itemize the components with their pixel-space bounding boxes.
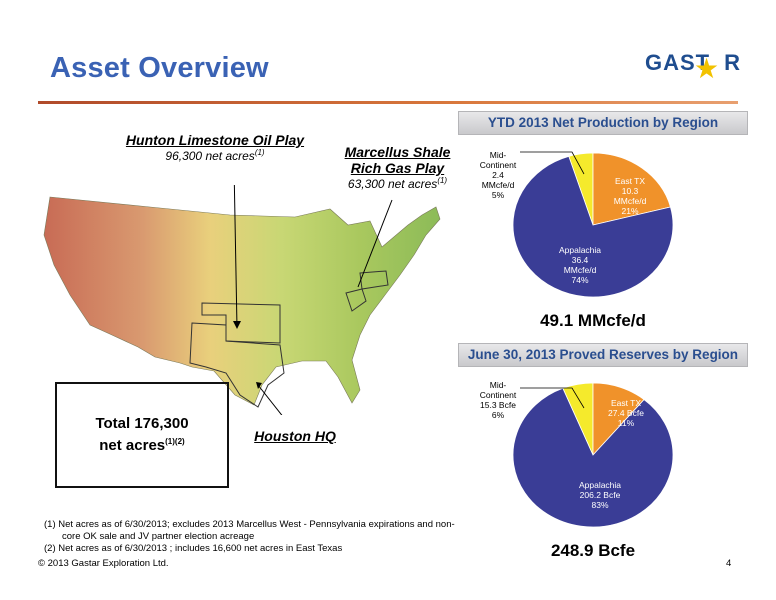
reserves-app-label: Appalachia 206.2 Bcfe 83% <box>578 480 622 510</box>
page-number: 4 <box>726 558 732 569</box>
reserves-east-label: East TX 27.4 Bcfe 11% <box>608 398 644 428</box>
reserves-mid-leader <box>520 387 585 409</box>
west-virginia-outline <box>345 288 367 312</box>
us-landmass <box>43 196 441 406</box>
title-divider <box>38 101 738 104</box>
houston-leader <box>257 384 283 415</box>
marcellus-title-line2: Rich Gas Play <box>350 160 445 176</box>
footnote-1-line2: core OK sale and JV partner election acr… <box>62 531 255 542</box>
texas-outline <box>189 322 285 408</box>
marcellus-callout: Marcellus Shale Rich Gas Play 63,300 net… <box>335 144 460 191</box>
copyright: © 2013 Gastar Exploration Ltd. <box>38 558 169 569</box>
reserves-total: 248.9 Bcfe <box>550 541 636 560</box>
star-icon: ★ <box>694 53 720 84</box>
reserves-mid-label: Mid- Continent 15.3 Bcfe 6% <box>479 380 517 420</box>
houston-arrowhead <box>256 382 262 389</box>
total-acres-box: Total 176,300 net acres(1)(2) <box>55 382 229 488</box>
reserves-pie-chart <box>512 382 674 528</box>
production-east-label: East TX 10.3 MMcfe/d 21% <box>613 176 647 216</box>
footnote-1-line1: (1) Net acres as of 6/30/2013; excludes … <box>44 519 455 530</box>
marcellus-title-line1: Marcellus Shale <box>344 144 451 160</box>
production-header: YTD 2013 Net Production by Region <box>458 111 748 135</box>
total-acres-line2: net acres(1)(2) <box>99 437 185 454</box>
gastar-logo: GAST R ★ <box>645 40 740 95</box>
hunton-acres: 96,300 net acres(1) <box>165 148 265 163</box>
hunton-leader <box>233 185 238 329</box>
production-pie-chart <box>512 152 674 298</box>
marcellus-leader <box>357 199 393 288</box>
houston-label: Houston HQ <box>254 428 336 444</box>
logo-text: GAST R <box>645 50 742 75</box>
total-acres-line1: Total 176,300 <box>95 415 189 432</box>
reserves-header: June 30, 2013 Proved Reserves by Region <box>458 343 748 367</box>
production-mid-leader <box>520 151 585 175</box>
marcellus-acres: 63,300 net acres(1) <box>347 176 448 191</box>
houston-callout: Houston HQ <box>240 428 350 444</box>
hunton-arrowhead <box>233 321 241 329</box>
production-mid-label: Mid- Continent 2.4 MMcfe/d 5% <box>479 150 517 200</box>
pennsylvania-outline <box>359 270 389 290</box>
production-total: 49.1 MMcfe/d <box>540 311 646 330</box>
production-app-label: Appalachia 36.4 MMcfe/d 74% <box>558 245 602 285</box>
reserves-slice-appalachia <box>512 387 674 528</box>
hunton-callout: Hunton Limestone Oil Play 96,300 net acr… <box>120 132 310 163</box>
footnotes: (1) Net acres as of 6/30/2013; excludes … <box>44 519 494 555</box>
footnote-2: (2) Net acres as of 6/30/2013 ; includes… <box>44 543 343 554</box>
production-slice-east-tx <box>592 152 671 226</box>
us-map <box>43 185 441 415</box>
production-slice-appalachia <box>512 155 674 298</box>
hunton-title: Hunton Limestone Oil Play <box>125 132 305 148</box>
page-title: Asset Overview <box>50 52 269 84</box>
